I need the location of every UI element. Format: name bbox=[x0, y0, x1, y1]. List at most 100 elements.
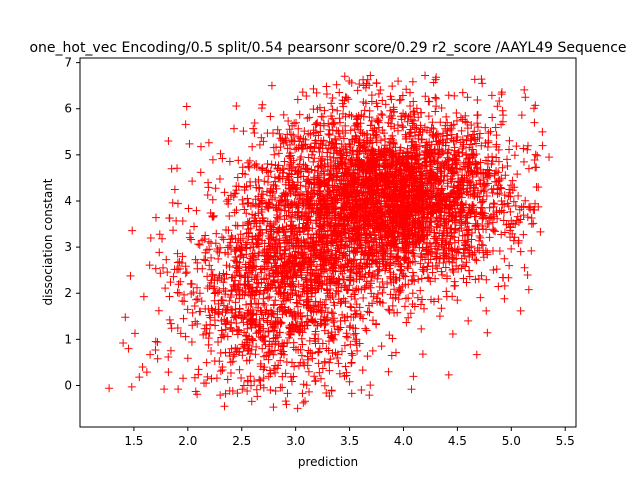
data-point bbox=[281, 231, 290, 240]
data-point bbox=[443, 118, 452, 127]
data-point bbox=[314, 359, 323, 368]
data-point bbox=[269, 275, 278, 284]
data-point bbox=[237, 250, 246, 259]
data-point bbox=[323, 218, 332, 227]
data-point bbox=[166, 278, 175, 287]
data-point bbox=[327, 99, 336, 108]
data-point bbox=[399, 244, 408, 253]
data-point bbox=[416, 286, 425, 295]
data-point bbox=[448, 253, 457, 262]
data-point bbox=[311, 317, 320, 326]
data-point bbox=[407, 172, 416, 181]
data-point bbox=[472, 169, 481, 178]
data-point bbox=[277, 196, 286, 205]
data-point bbox=[493, 190, 502, 199]
data-point bbox=[313, 118, 322, 127]
data-point bbox=[505, 185, 514, 194]
data-point bbox=[307, 208, 316, 217]
data-point bbox=[386, 274, 395, 283]
data-point bbox=[355, 243, 364, 252]
data-point bbox=[187, 289, 196, 298]
data-point bbox=[227, 305, 236, 314]
data-point bbox=[408, 289, 417, 298]
data-point bbox=[286, 212, 295, 221]
data-point bbox=[204, 138, 213, 147]
data-point bbox=[395, 166, 404, 175]
data-point bbox=[488, 157, 497, 166]
data-point bbox=[248, 252, 257, 261]
data-point bbox=[452, 262, 461, 271]
data-point bbox=[290, 262, 299, 271]
data-point bbox=[153, 338, 162, 347]
data-point bbox=[169, 272, 178, 281]
data-point bbox=[191, 255, 200, 264]
data-point bbox=[296, 308, 305, 317]
data-point bbox=[201, 231, 210, 240]
data-point bbox=[332, 146, 341, 155]
data-point bbox=[348, 323, 357, 332]
data-point bbox=[317, 223, 326, 232]
data-point bbox=[422, 247, 431, 256]
data-point bbox=[252, 275, 261, 284]
data-point bbox=[454, 147, 463, 156]
data-point bbox=[422, 231, 431, 240]
data-point bbox=[306, 234, 315, 243]
data-point bbox=[385, 306, 394, 315]
data-point bbox=[427, 178, 436, 187]
data-point bbox=[440, 243, 449, 252]
data-point bbox=[346, 302, 355, 311]
data-point bbox=[479, 169, 488, 178]
data-point bbox=[495, 189, 504, 198]
data-point bbox=[354, 173, 363, 182]
data-point bbox=[503, 199, 512, 208]
data-point bbox=[281, 369, 290, 378]
data-point bbox=[472, 139, 481, 148]
data-point bbox=[477, 271, 486, 280]
data-point bbox=[362, 277, 371, 286]
data-point bbox=[228, 234, 237, 243]
data-point bbox=[208, 270, 217, 279]
data-point bbox=[270, 150, 279, 159]
data-point bbox=[377, 342, 386, 351]
data-point bbox=[403, 144, 412, 153]
data-point bbox=[470, 75, 479, 84]
data-point bbox=[247, 381, 256, 390]
data-point bbox=[368, 346, 377, 355]
data-point bbox=[412, 142, 421, 151]
data-point bbox=[266, 320, 275, 329]
data-point bbox=[492, 265, 501, 274]
data-point bbox=[513, 212, 522, 221]
data-point bbox=[208, 306, 217, 315]
data-point bbox=[438, 204, 447, 213]
data-point bbox=[352, 210, 361, 219]
data-point bbox=[301, 140, 310, 149]
data-point bbox=[406, 102, 415, 111]
data-point bbox=[216, 349, 225, 358]
data-point bbox=[305, 113, 314, 122]
data-point bbox=[299, 160, 308, 169]
data-point bbox=[420, 162, 429, 171]
data-point bbox=[358, 144, 367, 153]
data-point bbox=[489, 226, 498, 235]
data-point bbox=[466, 181, 475, 190]
data-point bbox=[164, 353, 173, 362]
data-point bbox=[521, 196, 530, 205]
data-point bbox=[402, 318, 411, 327]
data-point bbox=[374, 89, 383, 98]
data-point bbox=[165, 315, 174, 324]
data-point bbox=[437, 167, 446, 176]
data-point bbox=[435, 312, 444, 321]
data-point bbox=[295, 215, 304, 224]
data-point bbox=[322, 285, 331, 294]
data-point bbox=[207, 253, 216, 262]
data-point bbox=[413, 293, 422, 302]
data-point bbox=[294, 327, 303, 336]
data-point bbox=[334, 185, 343, 194]
data-point bbox=[482, 225, 491, 234]
data-point bbox=[251, 177, 260, 186]
data-point bbox=[366, 381, 375, 390]
data-point bbox=[372, 320, 381, 329]
data-point bbox=[395, 189, 404, 198]
data-point bbox=[350, 192, 359, 201]
data-point bbox=[489, 184, 498, 193]
